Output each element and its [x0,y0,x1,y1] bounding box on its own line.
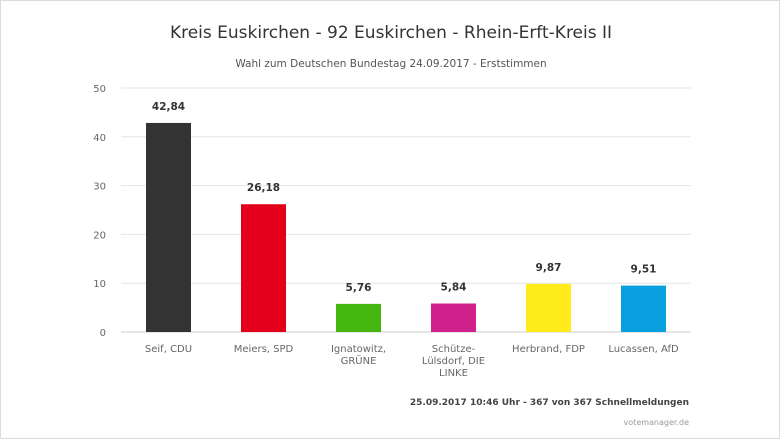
category-label: Meiers, SPD [234,344,294,355]
bar [621,285,666,332]
category-label: Seif, CDU [145,344,192,355]
category-label: Lucassen, AfD [608,344,679,355]
bar [526,283,571,332]
category-label-line: Lucassen, AfD [608,344,679,355]
bar [431,303,476,332]
y-tick-label: 40 [93,133,106,144]
y-axis-ticks: 0 10 20 30 40 50 [93,84,106,339]
data-label: 5,76 [346,282,372,294]
footer-note: 25.09.2017 10:46 Uhr - 367 von 367 Schne… [410,398,689,408]
y-tick-label: 10 [93,279,106,290]
category-label: Herbrand, FDP [512,344,585,355]
y-tick-label: 0 [100,328,106,339]
category-label-line: Lülsdorf, DIE [422,356,485,367]
category-label-line: LINKE [439,368,468,379]
data-label: 9,51 [631,264,657,276]
bar [336,303,381,332]
chart-subtitle: Wahl zum Deutschen Bundestag 24.09.2017 … [235,58,546,70]
category-label-line: GRÜNE [341,354,377,367]
bar [241,204,286,332]
category-labels: Seif, CDU Meiers, SPD Ignatowitz, GRÜNE Schü… [145,344,679,379]
gridlines [121,87,691,333]
y-tick-label: 30 [93,182,106,193]
bar [146,122,191,333]
chart-title: Kreis Euskirchen - 92 Euskirchen - Rhein… [170,23,612,43]
category-label: Ignatowitz, GRÜNE [331,344,386,367]
category-label-line: Schütze- [432,344,476,355]
category-label-line: Seif, CDU [145,344,192,355]
category-label: Schütze-Lülsdorf, DIE LINKE [422,344,485,379]
category-label-line: Meiers, SPD [234,344,294,355]
y-tick-label: 20 [93,230,106,241]
category-label-line: Ignatowitz, [331,344,386,355]
category-label-line: Herbrand, FDP [512,344,585,355]
data-label: 9,87 [536,262,562,274]
source-credit: votemanager.de [624,418,690,427]
data-label: 26,18 [247,182,280,194]
y-tick-label: 50 [93,84,106,95]
bars [146,122,666,333]
data-label: 42,84 [152,101,185,113]
data-label: 5,84 [441,282,467,294]
data-labels: 42,84 26,18 5,76 5,84 9,87 9,51 [152,101,657,294]
